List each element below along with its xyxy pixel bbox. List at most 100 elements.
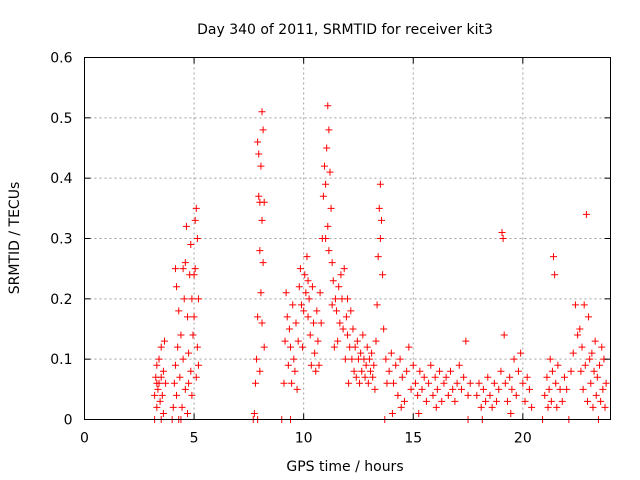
- data-point: [316, 289, 324, 297]
- data-point: [344, 331, 351, 339]
- data-point: [320, 162, 328, 170]
- data-point: [550, 253, 558, 261]
- data-point: [364, 379, 372, 387]
- data-point: [582, 210, 590, 218]
- data-point: [315, 361, 323, 369]
- data-point: [517, 349, 525, 357]
- data-point: [188, 391, 196, 399]
- data-point: [523, 373, 531, 381]
- data-point: [462, 337, 470, 345]
- data-point: [322, 235, 330, 242]
- data-point: [376, 180, 384, 188]
- data-point: [376, 235, 384, 242]
- data-point: [372, 337, 380, 345]
- data-point: [383, 379, 391, 387]
- data-point: [255, 192, 263, 200]
- data-point: [597, 397, 605, 405]
- grid-lines: [84, 57, 611, 420]
- data-point: [159, 409, 167, 417]
- data-point: [260, 343, 268, 351]
- axis-ticks: 0 5 10 15 20 0 0.1 0.2 0.3 0.4 0.5 0.6: [50, 51, 611, 447]
- data-point: [577, 367, 585, 375]
- data-point: [498, 228, 506, 236]
- data-point: [192, 204, 200, 212]
- data-point: [368, 349, 376, 357]
- data-point: [337, 271, 345, 279]
- data-point: [189, 331, 197, 339]
- data-point: [297, 301, 305, 309]
- data-point: [293, 385, 301, 393]
- data-point: [157, 373, 165, 381]
- x-tick-label: 15: [404, 431, 422, 447]
- data-point: [500, 331, 508, 339]
- data-point: [251, 379, 259, 387]
- data-point: [257, 289, 265, 297]
- data-point: [340, 265, 348, 273]
- data-point: [374, 253, 382, 261]
- data-point: [379, 271, 387, 279]
- data-point: [558, 397, 566, 405]
- data-point: [405, 343, 413, 351]
- data-point: [280, 379, 288, 387]
- data-point: [176, 373, 184, 381]
- data-point: [394, 391, 402, 399]
- data-point: [521, 397, 529, 405]
- x-axis-label: GPS time / hours: [286, 459, 403, 475]
- x-tick-label: 20: [514, 431, 532, 447]
- data-point: [464, 391, 472, 399]
- data-point: [514, 367, 522, 375]
- data-point: [512, 391, 520, 399]
- data-point: [289, 301, 297, 309]
- data-point: [154, 385, 162, 393]
- data-point: [177, 331, 185, 339]
- y-tick-label: 0.6: [50, 51, 72, 67]
- data-point: [547, 397, 555, 405]
- data-point: [506, 373, 514, 381]
- data-point: [193, 235, 201, 242]
- data-point: [188, 295, 196, 303]
- data-point: [602, 379, 610, 387]
- data-point: [334, 337, 342, 345]
- data-point: [449, 385, 457, 393]
- data-point: [187, 367, 195, 375]
- y-tick-label: 0.5: [50, 111, 72, 127]
- data-point: [356, 379, 364, 387]
- data-point: [591, 337, 599, 345]
- data-point: [254, 313, 262, 321]
- y-tick-label: 0.1: [50, 352, 72, 368]
- data-point: [551, 271, 559, 279]
- data-point: [187, 241, 195, 249]
- data-point: [250, 409, 258, 417]
- data-point: [331, 295, 339, 303]
- data-point: [179, 265, 187, 273]
- data-point: [385, 367, 393, 375]
- data-point: [507, 409, 515, 417]
- data-point: [583, 397, 591, 405]
- data-point: [553, 403, 561, 411]
- data-point: [367, 367, 375, 375]
- data-point: [304, 313, 312, 321]
- data-point: [328, 259, 336, 267]
- data-point: [258, 108, 266, 116]
- data-point: [350, 367, 358, 375]
- data-point: [501, 379, 509, 387]
- data-point: [598, 343, 606, 351]
- data-point: [171, 361, 179, 369]
- data-point: [327, 204, 335, 212]
- data-point: [429, 391, 437, 399]
- data-point: [194, 361, 202, 369]
- data-point: [333, 307, 341, 315]
- data-point: [375, 204, 383, 212]
- data-point: [312, 367, 320, 375]
- data-point: [295, 283, 303, 291]
- data-point: [170, 379, 178, 387]
- data-point: [300, 307, 308, 315]
- data-point: [302, 289, 310, 297]
- data-point: [324, 102, 332, 110]
- data-point: [488, 403, 496, 411]
- data-point: [486, 391, 494, 399]
- data-point: [552, 379, 560, 387]
- data-point: [159, 367, 167, 375]
- data-point: [457, 385, 465, 393]
